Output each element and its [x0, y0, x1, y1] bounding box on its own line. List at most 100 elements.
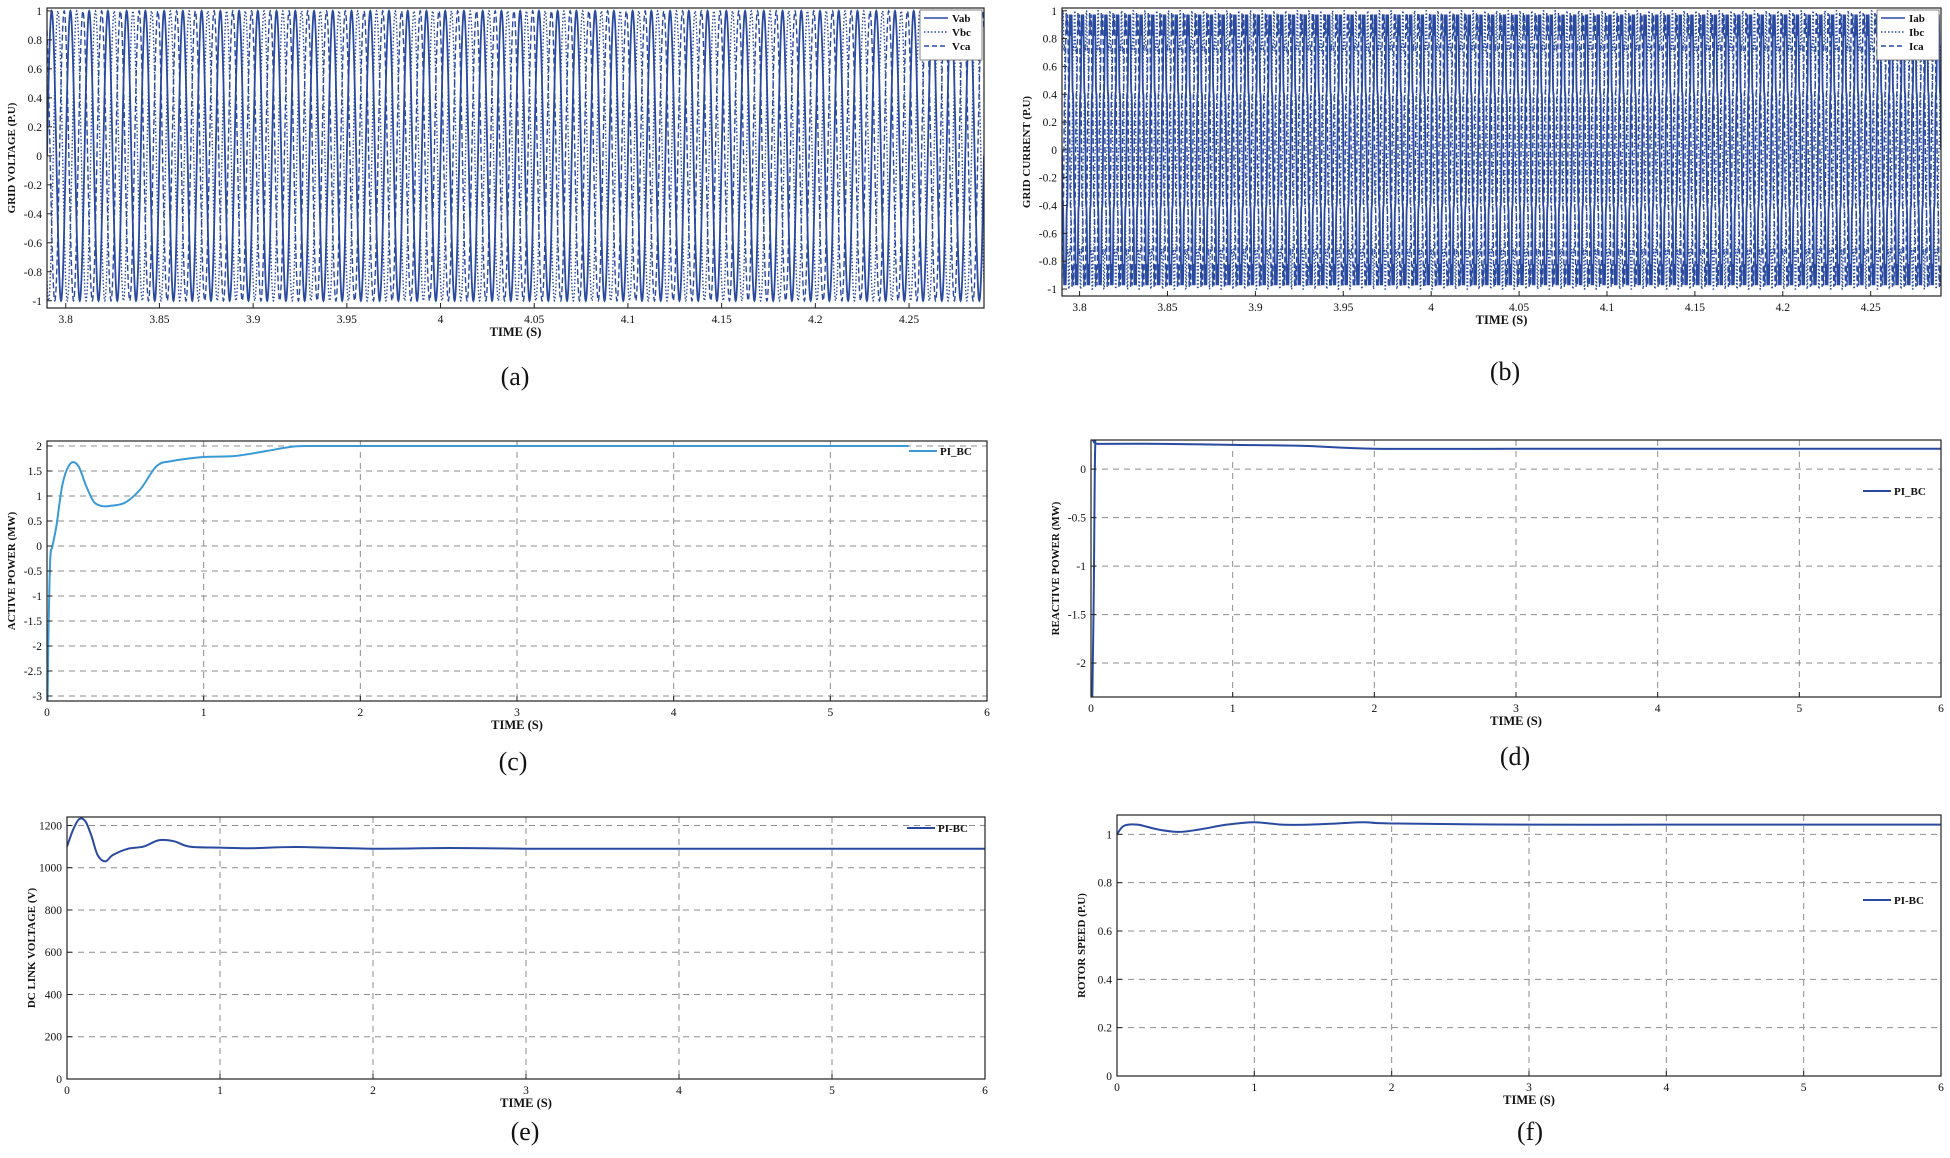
legend-label: Vbc [952, 27, 971, 39]
y-tick-label: 2 [36, 441, 42, 453]
y-tick-label: -0.2 [1039, 173, 1057, 185]
x-axis-label: TIME (S) [490, 325, 542, 339]
y-tick-label: 1200 [39, 820, 62, 832]
x-tick-label: 2 [1371, 703, 1377, 715]
y-tick-label: 800 [45, 905, 63, 917]
chart-a: 3.8 3.85 3.9 3.95 4 4.05 4.1 4.15 4.2 4.25 -1 -0.8 -… [6, 6, 985, 391]
y-tick-label: -1 [32, 591, 42, 603]
y-tick-label: 1 [1106, 829, 1112, 841]
y-tick-label: 400 [45, 989, 63, 1001]
y-tick-label: 0 [1106, 1071, 1112, 1083]
x-tick-label: 3.85 [149, 314, 169, 326]
y-tick-label: 1 [36, 6, 42, 18]
x-tick-label: 2 [1389, 1082, 1395, 1094]
x-tick-label: 6 [982, 1085, 988, 1097]
y-tick-label: 0.4 [28, 93, 43, 105]
x-tick-label: 5 [829, 1085, 835, 1097]
y-axis-label: REACTIVE POWER (MW) [1050, 501, 1062, 635]
x-tick-label: 1 [201, 707, 207, 719]
y-axis-label: GRID VOLTAGE (P.U) [6, 102, 18, 213]
y-tick-label: 0.2 [1098, 1023, 1113, 1035]
y-tick-label: 1 [1051, 6, 1057, 18]
y-tick-label: 0.5 [28, 516, 43, 528]
legend-label: PI_BC [1894, 486, 1926, 498]
x-tick-label: 1 [1251, 1082, 1257, 1094]
legend-label: Iab [1909, 13, 1925, 25]
x-tick-label: 3 [523, 1085, 529, 1097]
x-tick-label: 4 [1655, 703, 1661, 715]
legend-label: Ica [1909, 41, 1924, 53]
panel-caption: (f) [1517, 1117, 1543, 1146]
y-tick-label: -0.5 [1068, 513, 1086, 525]
y-tick-label: -1 [1047, 284, 1057, 296]
x-tick-label: 2 [357, 707, 363, 719]
y-tick-label: -2.5 [24, 666, 42, 678]
x-tick-label: 4.05 [524, 314, 544, 326]
y-tick-label: -0.8 [1039, 256, 1057, 268]
series-line-ibc [1062, 10, 1941, 290]
x-tick-label: 4.2 [1776, 302, 1791, 314]
y-tick-label: 0.8 [28, 35, 43, 47]
legend-label: Ibc [1909, 27, 1924, 39]
y-tick-label: 0 [36, 151, 42, 163]
chart-f: 0 1 2 3 4 5 6 0 0.2 0.4 0.6 0.8 1 TIME (S) ROTOR SPEED… [1076, 814, 1944, 1146]
y-tick-label: -3 [32, 691, 42, 703]
x-tick-label: 3.8 [59, 314, 74, 326]
chart-b: 3.8 3.85 3.9 3.95 4 4.05 4.1 4.15 4.2 4.25 -1 -0.8 -… [1021, 6, 1942, 386]
y-tick-label: 200 [45, 1032, 63, 1044]
y-tick-label: -0.2 [24, 180, 42, 192]
y-tick-label: 0.8 [1043, 34, 1058, 46]
x-tick-label: 3.85 [1157, 302, 1177, 314]
x-tick-label: 6 [1938, 1082, 1944, 1094]
x-tick-label: 0 [1114, 1082, 1120, 1094]
y-tick-label: -1 [1076, 561, 1086, 573]
x-axis-label: TIME (S) [1503, 1093, 1555, 1107]
x-tick-label: 4.2 [808, 314, 823, 326]
y-tick-label: 0 [36, 541, 42, 553]
y-tick-label: -0.6 [24, 238, 42, 250]
y-tick-label: 0.6 [28, 64, 43, 76]
chart-d: 0 1 2 3 4 5 6 -2 -1.5 -1 -0.5 0 TIME (S) REACTIVE POW… [1050, 439, 1944, 771]
y-axis-label: GRID CURRENT (P.U) [1021, 96, 1033, 208]
x-tick-label: 4.15 [712, 314, 732, 326]
y-tick-label: 0 [1080, 464, 1086, 476]
panel-caption: (e) [511, 1117, 540, 1146]
legend-label: PI_BC [940, 446, 972, 458]
y-tick-label: -2 [1076, 658, 1086, 670]
y-tick-label: 0.2 [28, 122, 43, 134]
x-tick-label: 5 [827, 707, 833, 719]
y-tick-label: 0.4 [1043, 89, 1058, 101]
x-tick-label: 3.95 [337, 314, 357, 326]
y-tick-label: -0.5 [24, 566, 42, 578]
x-tick-label: 4 [671, 707, 677, 719]
x-axis-label: TIME (S) [1476, 313, 1528, 327]
y-tick-label: -0.4 [1039, 201, 1057, 213]
x-tick-label: 5 [1796, 703, 1802, 715]
y-tick-label: 0.6 [1043, 61, 1058, 73]
x-tick-label: 4 [676, 1085, 682, 1097]
y-axis-label: DC LINK VOLTAGE (V) [26, 888, 38, 1009]
series-line-vab [47, 9, 984, 303]
x-tick-label: 4 [1428, 302, 1434, 314]
plot-frame [46, 7, 985, 309]
x-tick-label: 3.95 [1333, 302, 1353, 314]
series-line-iab [1062, 14, 1941, 286]
y-tick-label: 1 [36, 491, 42, 503]
series-line-pi-bc [67, 817, 985, 863]
panel-caption: (c) [499, 747, 528, 776]
legend-label: Vab [952, 13, 971, 25]
panel-caption: (a) [501, 362, 530, 391]
x-tick-label: 4 [438, 314, 444, 326]
series-line-ica [1062, 12, 1941, 287]
legend-label: PI-BC [1894, 895, 1924, 907]
y-tick-label: 0.4 [1098, 974, 1113, 986]
x-tick-label: 3.9 [246, 314, 261, 326]
x-tick-label: 4.05 [1509, 302, 1529, 314]
y-axis-label: ROTOR SPEED (P.U) [1076, 893, 1088, 998]
y-tick-label: -2 [32, 641, 42, 653]
y-tick-label: -1.5 [1068, 610, 1086, 622]
x-axis-label: TIME (S) [1490, 714, 1542, 728]
y-tick-label: -0.6 [1039, 228, 1057, 240]
x-tick-label: 0 [64, 1085, 70, 1097]
